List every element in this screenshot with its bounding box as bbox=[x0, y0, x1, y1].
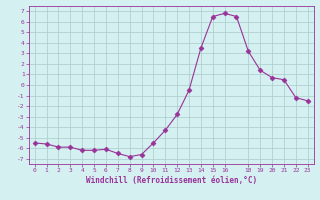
X-axis label: Windchill (Refroidissement éolien,°C): Windchill (Refroidissement éolien,°C) bbox=[86, 176, 257, 185]
